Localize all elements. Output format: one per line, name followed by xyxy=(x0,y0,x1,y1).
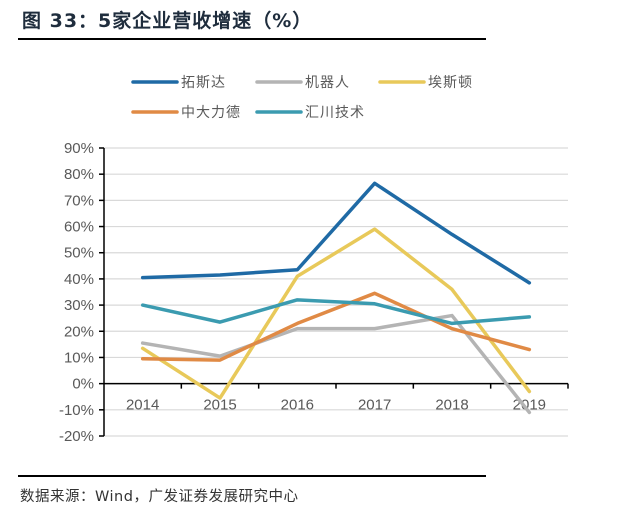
y-axis: 90% 80% 70% 60% 50% 40% 30% 20% 10% 0% -10% -20% xyxy=(59,140,105,445)
legend-label: 机器人 xyxy=(305,75,350,91)
y-tick-label: 30% xyxy=(64,297,94,314)
legend-label: 拓斯达 xyxy=(181,75,226,91)
x-tick-label: 2014 xyxy=(126,397,159,414)
y-tick-label: 50% xyxy=(64,245,94,262)
series-line-4 xyxy=(140,298,532,326)
title-rule xyxy=(18,38,486,40)
x-tick-label: 2018 xyxy=(435,397,468,414)
y-tick-label: -20% xyxy=(59,428,94,445)
y-tick-label: 90% xyxy=(64,140,94,157)
x-tick-label: 2015 xyxy=(203,397,236,414)
y-tick-label: 40% xyxy=(64,271,94,288)
source-rule xyxy=(18,475,486,477)
legend-label: 中大力德 xyxy=(181,105,241,121)
series-line-1 xyxy=(140,313,532,415)
y-tick-label: -10% xyxy=(59,402,94,419)
x-tick-label: 2016 xyxy=(281,397,314,414)
y-tick-label: 0% xyxy=(72,376,94,393)
x-axis: 2014 2015 2016 2017 2018 2019 xyxy=(104,382,569,414)
gridlines xyxy=(104,147,568,437)
series-line-2 xyxy=(140,227,532,400)
series-line-3 xyxy=(140,291,532,362)
source-note: 数据来源：Wind，广发证券发展研究中心 xyxy=(20,489,299,505)
y-tick-label: 20% xyxy=(64,323,94,340)
y-tick-label: 70% xyxy=(64,192,94,209)
y-tick-label: 80% xyxy=(64,166,94,183)
y-tick-label: 10% xyxy=(64,349,94,366)
y-tick-label: 60% xyxy=(64,219,94,236)
series-lines xyxy=(140,181,532,415)
legend-label: 汇川技术 xyxy=(305,105,365,121)
x-tick-label: 2017 xyxy=(358,397,391,414)
series-line-0 xyxy=(140,181,532,285)
figure-title: 图 33：5家企业营收增速（%） xyxy=(22,10,313,32)
legend-label: 埃斯顿 xyxy=(428,75,473,91)
